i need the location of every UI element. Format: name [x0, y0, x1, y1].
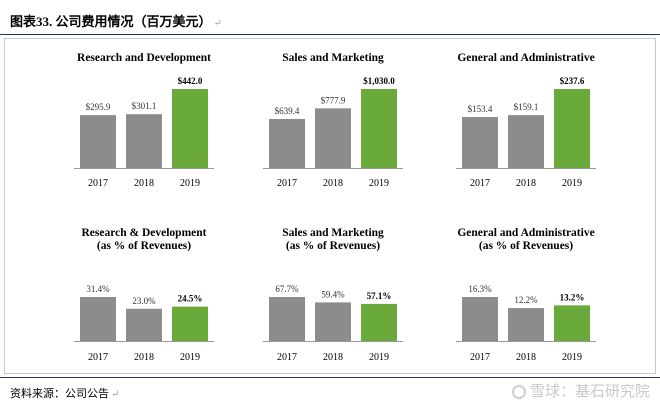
tick-label: 2017	[88, 178, 108, 189]
figure-header: 图表33. 公司费用情况（百万美元） ↵	[0, 0, 660, 35]
data-label: $639.4	[275, 106, 300, 116]
tick-label: 2019	[369, 178, 389, 189]
bar-2018	[126, 308, 162, 341]
data-label: $153.4	[468, 104, 493, 114]
watermark: 雪球：基石研究院	[511, 380, 650, 401]
chart-4: Research & Development(as % of Revenues)…	[74, 227, 214, 363]
bar-2019	[554, 305, 590, 341]
data-label: $301.1	[132, 101, 157, 111]
bar-2017	[269, 118, 305, 168]
source-note-text: 资料来源：公司公告	[10, 388, 109, 400]
chart-title: Research and Development	[77, 52, 211, 64]
data-label: 67.7%	[275, 284, 299, 294]
tick-label: 2017	[277, 352, 297, 363]
data-label: 57.1%	[367, 291, 392, 301]
figure-title-text: 图表33. 公司费用情况（百万美元）	[10, 14, 212, 29]
figure-title: 图表33. 公司费用情况（百万美元） ↵	[10, 11, 222, 30]
bar-2017	[80, 297, 116, 341]
tick-label: 2018	[516, 352, 536, 363]
paragraph-mark-icon: ↵	[213, 18, 222, 29]
chart-title: Research & Development	[82, 227, 207, 239]
chart-title: (as % of Revenues)	[97, 240, 191, 252]
tick-label: 2018	[134, 352, 154, 363]
tick-label: 2018	[516, 178, 536, 189]
tick-label: 2018	[323, 352, 343, 363]
chart-title: General and Administrative	[457, 227, 594, 239]
bar-2019	[361, 303, 397, 341]
data-label: $159.1	[514, 102, 539, 112]
bar-2018	[315, 108, 351, 168]
chart-title: Sales and Marketing	[282, 52, 384, 64]
data-label: 24.5%	[178, 294, 203, 304]
bar-2017	[80, 115, 116, 168]
tick-label: 2018	[323, 178, 343, 189]
tick-label: 2017	[470, 352, 490, 363]
chart-title: Sales and Marketing	[282, 227, 384, 239]
data-label: 59.4%	[321, 289, 345, 299]
data-label: 23.0%	[132, 296, 156, 306]
data-label: $1,030.0	[363, 76, 395, 86]
chart-title: (as % of Revenues)	[479, 240, 573, 252]
bar-2017	[269, 297, 305, 341]
snowball-logo-icon	[511, 385, 526, 399]
data-label: 31.4%	[86, 284, 110, 294]
chart-frame	[4, 38, 656, 374]
tick-label: 2017	[88, 352, 108, 363]
bar-2019	[554, 89, 590, 168]
chart-3: General and Administrative $153.4 2017 $159…	[456, 52, 596, 189]
data-label: $777.9	[321, 95, 346, 105]
chart-title: (as % of Revenues)	[286, 240, 380, 252]
data-label: 16.3%	[468, 284, 492, 294]
chart-2: Sales and Marketing $639.4 2017 $777.9 2018 $…	[263, 52, 403, 189]
bar-2018	[508, 115, 544, 168]
source-note: 资料来源：公司公告 ↵	[10, 385, 119, 401]
tick-label: 2019	[562, 178, 582, 189]
chart-5: Sales and Marketing(as % of Revenues) 67.…	[263, 227, 403, 363]
tick-label: 2017	[277, 178, 297, 189]
bar-2017	[462, 297, 498, 341]
footer-rule	[0, 377, 660, 378]
data-label: $442.0	[178, 76, 203, 86]
tick-label: 2019	[369, 352, 389, 363]
bar-2019	[172, 306, 208, 341]
data-label: 13.2%	[560, 292, 585, 302]
tick-label: 2017	[470, 178, 490, 189]
data-label: 12.2%	[514, 295, 538, 305]
chart-title: General and Administrative	[457, 52, 594, 64]
paragraph-mark-icon: ↵	[111, 389, 120, 400]
tick-label: 2019	[562, 352, 582, 363]
tick-label: 2019	[180, 178, 200, 189]
tick-label: 2019	[180, 352, 200, 363]
tick-label: 2018	[134, 178, 154, 189]
bar-2019	[172, 89, 208, 168]
chart-1: Research and Development $295.9 2017 $301.1…	[74, 52, 214, 189]
chart-6: General and Administrative(as % of Reven…	[456, 227, 596, 363]
watermark-text: 雪球：基石研究院	[529, 382, 650, 400]
bar-2017	[462, 116, 498, 168]
data-label: $295.9	[86, 102, 111, 112]
bar-2018	[508, 308, 544, 341]
bar-2019	[361, 89, 397, 168]
data-label: $237.6	[560, 76, 585, 86]
bar-2018	[126, 114, 162, 168]
bar-2018	[315, 302, 351, 341]
